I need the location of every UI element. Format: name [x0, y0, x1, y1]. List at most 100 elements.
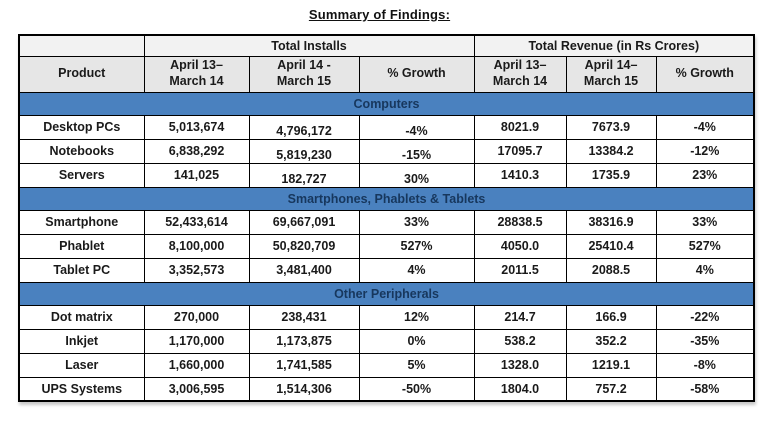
table-row: Dot matrix 270,000 238,431 12% 214.7 166…: [18, 304, 755, 330]
revenue-group-header: Total Revenue (in Rs Crores): [473, 34, 755, 57]
installs-fy1314-header: April 13– March 14: [143, 55, 250, 93]
cell-installs-fy1415: 4,796,172: [248, 114, 360, 140]
cell-installs-fy1314: 141,025: [143, 162, 250, 188]
cell-revenue-fy1314: 214.7: [473, 304, 567, 330]
cell-revenue-fy1415: 2088.5: [565, 257, 657, 283]
section-banner-peripherals: Other Peripherals: [18, 281, 755, 306]
summary-table: Total Installs Total Revenue (in Rs Cror…: [18, 34, 756, 402]
cell-revenue-growth: 33%: [655, 209, 755, 235]
table-row: Desktop PCs 5,013,674 4,796,172 -4% 8021…: [18, 114, 755, 140]
cell-revenue-fy1314: 1410.3: [473, 162, 567, 188]
cell-revenue-fy1415: 7673.9: [565, 114, 657, 140]
cell-revenue-fy1314: 1804.0: [473, 376, 567, 402]
table-row: Servers 141,025 182,727 30% 1410.3 1735.…: [18, 162, 755, 188]
cell-installs-growth: 527%: [358, 233, 475, 259]
revenue-fy1314-header: April 13– March 14: [473, 55, 567, 93]
cell-installs-fy1314: 6,838,292: [143, 138, 250, 164]
cell-product: Laser: [18, 352, 145, 378]
installs-growth-header: % Growth: [358, 55, 475, 93]
cell-product: Smartphone: [18, 209, 145, 235]
cell-product: Servers: [18, 162, 145, 188]
cell-revenue-fy1314: 1328.0: [473, 352, 567, 378]
cell-product: Notebooks: [18, 138, 145, 164]
cell-installs-fy1314: 3,006,595: [143, 376, 250, 402]
section-label: Smartphones, Phablets & Tablets: [18, 186, 755, 211]
cell-revenue-fy1314: 2011.5: [473, 257, 567, 283]
table-row: Phablet 8,100,000 50,820,709 527% 4050.0…: [18, 233, 755, 259]
cell-installs-fy1314: 3,352,573: [143, 257, 250, 283]
cell-installs-fy1415: 182,727: [248, 162, 360, 188]
installs-fy1415-header: April 14 - March 15: [248, 55, 360, 93]
cell-installs-fy1314: 8,100,000: [143, 233, 250, 259]
cell-revenue-fy1314: 17095.7: [473, 138, 567, 164]
cell-revenue-fy1314: 4050.0: [473, 233, 567, 259]
cell-installs-fy1415: 1,173,875: [248, 328, 360, 354]
cell-installs-fy1415: 1,514,306: [248, 376, 360, 402]
cell-revenue-fy1415: 13384.2: [565, 138, 657, 164]
cell-installs-fy1314: 270,000: [143, 304, 250, 330]
cell-installs-growth: 4%: [358, 257, 475, 283]
cell-product: Desktop PCs: [18, 114, 145, 140]
cell-installs-fy1314: 5,013,674: [143, 114, 250, 140]
cell-revenue-growth: -4%: [655, 114, 755, 140]
cell-installs-growth: -15%: [358, 138, 475, 164]
header-period-row: Product April 13– March 14 April 14 - Ma…: [18, 55, 755, 93]
section-label: Computers: [18, 91, 755, 116]
cell-revenue-growth: -35%: [655, 328, 755, 354]
cell-product: Dot matrix: [18, 304, 145, 330]
cell-revenue-growth: 23%: [655, 162, 755, 188]
cell-product: Tablet PC: [18, 257, 145, 283]
cell-installs-fy1314: 1,660,000: [143, 352, 250, 378]
cell-revenue-fy1415: 1735.9: [565, 162, 657, 188]
table-row: Tablet PC 3,352,573 3,481,400 4% 2011.5 …: [18, 257, 755, 283]
page-title: Summary of Findings:: [308, 7, 451, 22]
cell-revenue-growth: -58%: [655, 376, 755, 402]
cell-installs-fy1415: 50,820,709: [248, 233, 360, 259]
table-row: Notebooks 6,838,292 5,819,230 -15% 17095…: [18, 138, 755, 164]
cell-revenue-fy1415: 757.2: [565, 376, 657, 402]
installs-group-header: Total Installs: [143, 34, 475, 57]
cell-revenue-fy1314: 8021.9: [473, 114, 567, 140]
cell-installs-growth: 30%: [358, 162, 475, 188]
section-banner-smartphones: Smartphones, Phablets & Tablets: [18, 186, 755, 211]
cell-revenue-fy1314: 538.2: [473, 328, 567, 354]
cell-revenue-fy1415: 38316.9: [565, 209, 657, 235]
cell-installs-growth: -4%: [358, 114, 475, 140]
table-row: Laser 1,660,000 1,741,585 5% 1328.0 1219…: [18, 352, 755, 378]
cell-product: Inkjet: [18, 328, 145, 354]
cell-installs-fy1314: 52,433,614: [143, 209, 250, 235]
section-banner-computers: Computers: [18, 91, 755, 116]
cell-installs-growth: -50%: [358, 376, 475, 402]
cell-product: UPS Systems: [18, 376, 145, 402]
cell-revenue-growth: -22%: [655, 304, 755, 330]
cell-installs-fy1314: 1,170,000: [143, 328, 250, 354]
cell-installs-fy1415: 69,667,091: [248, 209, 360, 235]
cell-installs-growth: 33%: [358, 209, 475, 235]
revenue-fy1415-header: April 14– March 15: [565, 55, 657, 93]
table-row: Smartphone 52,433,614 69,667,091 33% 288…: [18, 209, 755, 235]
section-label: Other Peripherals: [18, 281, 755, 306]
product-column-header: Product: [18, 55, 145, 93]
cell-installs-growth: 12%: [358, 304, 475, 330]
table-row: Inkjet 1,170,000 1,173,875 0% 538.2 352.…: [18, 328, 755, 354]
cell-installs-fy1415: 3,481,400: [248, 257, 360, 283]
cell-installs-growth: 5%: [358, 352, 475, 378]
corner-cell: [18, 34, 145, 57]
cell-revenue-fy1415: 1219.1: [565, 352, 657, 378]
cell-revenue-fy1415: 166.9: [565, 304, 657, 330]
revenue-growth-header: % Growth: [655, 55, 755, 93]
cell-revenue-growth: 4%: [655, 257, 755, 283]
cell-installs-fy1415: 5,819,230: [248, 138, 360, 164]
cell-installs-fy1415: 1,741,585: [248, 352, 360, 378]
cell-revenue-fy1314: 28838.5: [473, 209, 567, 235]
cell-revenue-growth: -12%: [655, 138, 755, 164]
cell-installs-fy1415: 238,431: [248, 304, 360, 330]
cell-installs-growth: 0%: [358, 328, 475, 354]
cell-revenue-growth: -8%: [655, 352, 755, 378]
table-row: UPS Systems 3,006,595 1,514,306 -50% 180…: [18, 376, 755, 402]
cell-revenue-fy1415: 25410.4: [565, 233, 657, 259]
cell-revenue-growth: 527%: [655, 233, 755, 259]
cell-revenue-fy1415: 352.2: [565, 328, 657, 354]
header-group-row: Total Installs Total Revenue (in Rs Cror…: [18, 34, 755, 57]
cell-product: Phablet: [18, 233, 145, 259]
